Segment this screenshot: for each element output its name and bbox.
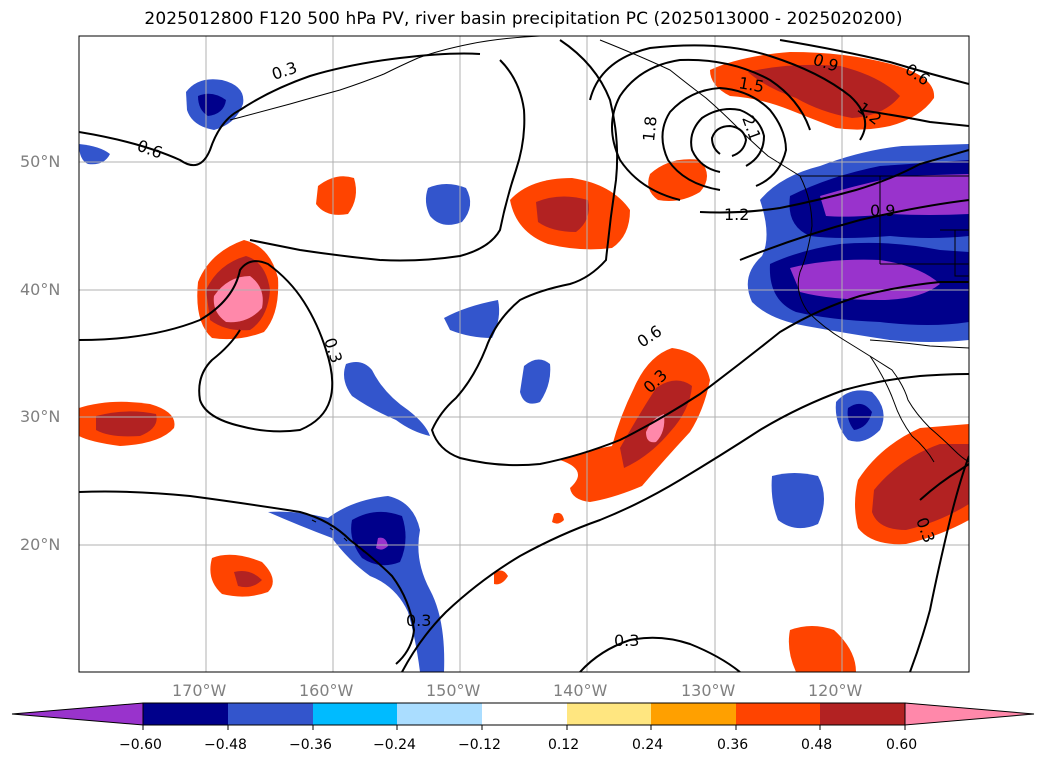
colorbar-tick-label: 0.36 <box>717 737 749 753</box>
neg-blob-west-edge <box>79 144 110 165</box>
hawaii-islands <box>311 519 365 553</box>
contour-label: 1.8 <box>639 115 661 142</box>
contour-label: 0.6 <box>135 136 165 163</box>
neg-blob-streak-2 <box>344 362 430 436</box>
colorbar-tick-label: −0.48 <box>204 737 247 753</box>
colorbar-tick-label: −0.36 <box>289 737 332 753</box>
state-lines <box>879 176 969 277</box>
lon-label-140w: 140°W <box>553 681 608 700</box>
lon-label-160w: 160°W <box>299 681 354 700</box>
contour-label: 2.1 <box>738 113 765 143</box>
colorbar-swatch <box>820 703 905 725</box>
contour-label: 1.5 <box>737 73 765 96</box>
contour-label: 0.3 <box>614 631 639 650</box>
contour-label: 0.3 <box>269 58 299 84</box>
colorbar-swatch <box>482 703 567 725</box>
colorbar <box>11 702 1035 730</box>
contour-label: 0.3 <box>406 611 431 630</box>
neg-blob-east-small <box>771 473 824 529</box>
map-frame <box>78 35 970 673</box>
lon-label-150w: 150°W <box>426 681 481 700</box>
colorbar-swatch <box>143 703 228 725</box>
contour-low-1 <box>589 44 867 141</box>
lat-label-40n: 40°N <box>20 280 61 299</box>
contour-label: 0.6 <box>634 321 666 351</box>
map-title: 2025012800 F120 500 hPa PV, river basin … <box>144 9 903 29</box>
colorbar-tick-label: −0.12 <box>458 737 501 753</box>
colorbar-tick-label: 0.60 <box>886 737 918 753</box>
lon-label-120w: 120°W <box>808 681 863 700</box>
colorbar-swatch <box>567 703 651 725</box>
lon-label-130w: 130°W <box>681 681 736 700</box>
pos-blob-small-1 <box>316 176 356 215</box>
positive-precip-regions <box>79 52 969 672</box>
contour-label: 0.9 <box>870 201 895 220</box>
lat-lon-grid <box>79 36 969 672</box>
colorbar-swatch <box>397 703 482 725</box>
colorbar-tick-label: −0.24 <box>373 737 416 753</box>
colorbar-extend-high <box>904 702 1035 726</box>
border-us-mex <box>869 339 969 349</box>
neg-blob-mid <box>425 184 471 225</box>
map-panel: 0.3 0.6 0.9 1.2 1.5 1.8 2.1 0.3 0.6 0.3 … <box>79 36 969 672</box>
colorbar-swatch <box>651 703 736 725</box>
colorbar-swatch <box>736 703 820 725</box>
lat-label-50n: 50°N <box>20 152 61 171</box>
pos-blob-pnw <box>648 159 707 201</box>
lat-label-20n: 20°N <box>20 535 61 554</box>
pos-blob-bottom-right <box>788 626 856 672</box>
neg-blob-streak-1 <box>444 300 500 338</box>
contour-label: 0.3 <box>320 335 346 365</box>
colorbar-tick-label: 0.24 <box>632 737 664 753</box>
contour-north <box>79 52 481 167</box>
coast-west-us <box>797 175 969 463</box>
colorbar-extend-low <box>11 702 144 726</box>
negative-precip-regions <box>79 79 969 672</box>
colorbar-tick-label: −0.60 <box>119 737 162 753</box>
lat-label-30n: 30°N <box>20 407 61 426</box>
coast-baja <box>869 355 935 463</box>
colorbar-swatch <box>228 703 313 725</box>
coast-alaska-aleutians <box>229 36 541 121</box>
pv-contours <box>79 39 969 672</box>
colorbar-swatch <box>313 703 397 725</box>
colorbar-tick-label: 0.12 <box>548 737 580 753</box>
neg-blob-small <box>520 359 551 404</box>
lon-label-170w: 170°W <box>172 681 227 700</box>
contour-label: 1.2 <box>724 205 749 224</box>
colorbar-tick-label: 0.48 <box>801 737 833 753</box>
